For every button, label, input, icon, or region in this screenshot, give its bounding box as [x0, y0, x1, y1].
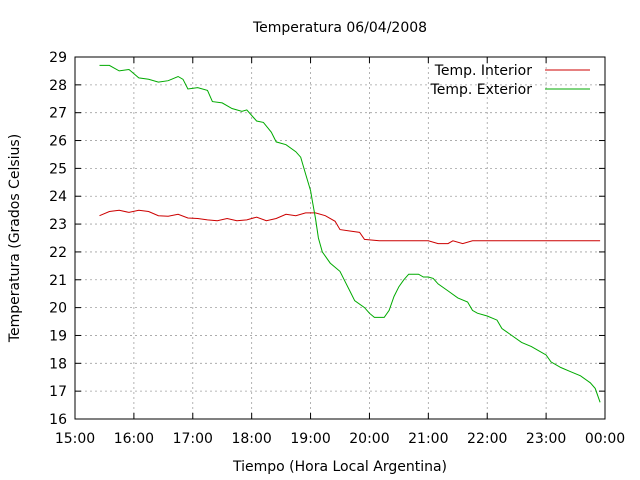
chart-title: Temperatura 06/04/2008	[252, 20, 427, 36]
x-tick-label: 16:00	[114, 431, 154, 447]
y-tick-label: 27	[49, 106, 67, 122]
x-tick-label: 19:00	[290, 431, 330, 447]
y-tick-label: 29	[49, 50, 67, 66]
x-axis-label: Tiempo (Hora Local Argentina)	[232, 459, 447, 475]
x-tick-label: 21:00	[408, 431, 448, 447]
grid	[75, 57, 605, 419]
x-tick-label: 23:00	[526, 431, 566, 447]
plot-frame	[74, 56, 606, 420]
x-tick-label: 22:00	[467, 431, 507, 447]
series-lines	[99, 64, 601, 403]
legend-label-temp-exterior: Temp. Exterior	[430, 82, 533, 98]
y-tick-label: 17	[49, 384, 67, 400]
y-tick-label: 18	[49, 356, 67, 372]
axis-ticks: 16 17 18 19 20 21 22 23 24 25 26 27 28 29 15:00 16:00 17…	[49, 50, 625, 447]
y-tick-label: 22	[49, 245, 67, 261]
y-tick-label: 21	[49, 273, 67, 289]
legend-label-temp-interior: Temp. Interior	[434, 63, 533, 79]
y-tick-label: 28	[49, 78, 67, 94]
series-line-temp-exterior	[99, 64, 601, 403]
y-tick-label: 24	[49, 189, 67, 205]
y-tick-label: 19	[49, 328, 67, 344]
y-tick-label: 23	[49, 217, 67, 233]
y-tick-label: 20	[49, 301, 67, 317]
x-tick-label: 18:00	[231, 431, 271, 447]
y-tick-label: 16	[49, 412, 67, 428]
legend: Temp. Interior Temp. Exterior	[430, 63, 590, 98]
x-tick-label: 20:00	[349, 431, 389, 447]
x-tick-label: 00:00	[585, 431, 625, 447]
y-axis-label: Temperatura (Grados Celsius)	[7, 134, 23, 343]
series-line-temp-interior	[99, 209, 601, 245]
x-tick-label: 15:00	[55, 431, 95, 447]
y-tick-label: 26	[49, 134, 67, 150]
x-tick-label: 17:00	[173, 431, 213, 447]
y-tick-label: 25	[49, 161, 67, 177]
